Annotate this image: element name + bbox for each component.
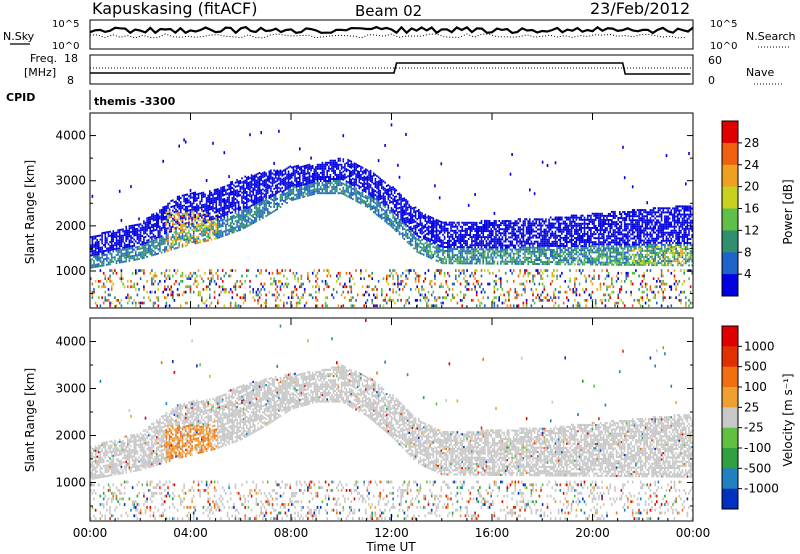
colorbar-tick-label: 500 (744, 360, 767, 374)
colorbar-swatch (722, 387, 738, 408)
x-tick-label: 16:00 (475, 526, 510, 540)
freq-tick-top: 18 (64, 52, 78, 65)
nave-tick-top: 60 (708, 54, 722, 67)
velocity-heatmap (90, 318, 693, 520)
y-tick-label: 4000 (55, 129, 86, 143)
nave-tick-bottom: 0 (708, 74, 715, 87)
power-panel: 1000 2000 3000 4000 Slant Range [km] 28 24 20… (23, 112, 795, 309)
nsearch-label: N.Search (746, 30, 796, 43)
power-y-label: Slant Range [km] (23, 160, 37, 264)
colorbar-swatch (722, 208, 738, 231)
colorbar-tick-label: 20 (744, 180, 759, 194)
x-tick-label: 20:00 (575, 526, 610, 540)
power-y-axis: 1000 2000 3000 4000 (55, 129, 693, 295)
nsky-tick-bottom: 10^0 (52, 41, 79, 52)
cpid-value: themis -3300 (94, 95, 176, 108)
power-heatmap (90, 123, 693, 308)
power-colorbar: 28 24 20 16 12 8 4 (721, 120, 759, 297)
colorbar-tick-label: 100 (744, 380, 767, 394)
colorbar-swatch (722, 366, 738, 388)
nsky-label: N.Sky (3, 30, 35, 43)
colorbar-tick-label: 1000 (744, 339, 775, 353)
colorbar-tick-label: 25 (744, 400, 759, 414)
colorbar-swatch (722, 488, 738, 510)
colorbar-tick-label: -500 (744, 461, 771, 475)
freq-trace (90, 62, 691, 75)
y-tick-label: 1000 (55, 475, 86, 489)
colorbar-swatch (722, 468, 738, 490)
x-tick-label: 00:00 (73, 526, 108, 540)
y-tick-label: 3000 (55, 381, 86, 395)
colorbar-tick-label: 28 (744, 136, 759, 150)
colorbar-swatch (722, 448, 738, 469)
colorbar-tick-label: 8 (744, 245, 752, 259)
colorbar-swatch (722, 186, 738, 209)
colorbar-tick-label: -1000 (744, 482, 779, 496)
station-title: Kapuskasing (fitACF) (92, 0, 257, 18)
colorbar-swatch (722, 121, 738, 144)
nsky-trace (89, 25, 694, 35)
cpid-label: CPID (6, 91, 35, 104)
colorbar-tick-label: 12 (744, 223, 759, 237)
nave-label: Nave (746, 66, 774, 79)
colorbar-tick-label: 4 (744, 267, 752, 281)
date-title: 23/Feb/2012 (590, 0, 690, 18)
freq-panel: Freq. [MHz] 18 8 60 0 Nave (24, 52, 782, 87)
freq-label: Freq. (30, 52, 57, 65)
y-tick-label: 3000 (55, 174, 86, 188)
velocity-panel: 1000 2000 3000 4000 Slant Range [km] 1000 50… (23, 317, 795, 522)
power-colorbar-label: Power [dB] (781, 179, 795, 244)
y-tick-label: 2000 (55, 428, 86, 442)
colorbar-swatch (722, 407, 738, 429)
x-tick-label: 00:00 (676, 526, 711, 540)
colorbar-swatch (722, 326, 738, 347)
colorbar-tick-label: 24 (744, 158, 759, 172)
x-tick-label: 08:00 (274, 526, 309, 540)
colorbar-swatch (722, 427, 738, 449)
x-axis-label: Time UT (365, 540, 416, 554)
y-tick-label: 1000 (55, 264, 86, 278)
nsearch-trace (89, 33, 686, 39)
nsearch-tick-top: 10^5 (710, 19, 737, 30)
x-tick-label: 04:00 (173, 526, 208, 540)
colorbar-swatch (722, 164, 738, 188)
colorbar-swatch (722, 230, 738, 253)
x-tick-label: 12:00 (374, 526, 409, 540)
time-x-axis: 00:00 04:00 08:00 12:00 16:00 20:00 00:00 (73, 113, 711, 540)
velocity-colorbar: 1000 500 100 25 -25 -100 -500 -1000 (721, 325, 779, 510)
y-tick-label: 2000 (55, 219, 86, 233)
nsearch-tick-bottom: 10^0 (710, 41, 737, 52)
freq-tick-bottom: 8 (67, 74, 74, 87)
velocity-y-label: Slant Range [km] (23, 368, 37, 472)
colorbar-swatch (722, 142, 738, 166)
y-tick-label: 4000 (55, 334, 86, 348)
velocity-colorbar-label: Velocity [m s⁻¹] (781, 373, 795, 466)
nsky-panel: N.Sky 10^5 10^0 10^5 10^0 N.Search (3, 19, 796, 52)
freq-unit-label: [MHz] (24, 66, 56, 79)
colorbar-tick-label: -100 (744, 441, 771, 455)
colorbar-swatch (722, 274, 738, 297)
colorbar-tick-label: 16 (744, 202, 759, 216)
colorbar-swatch (722, 252, 738, 275)
colorbar-tick-label: -25 (744, 421, 764, 435)
colorbar-swatch (722, 346, 738, 368)
beam-title: Beam 02 (355, 2, 422, 20)
velocity-y-axis: 1000 2000 3000 4000 (55, 334, 693, 507)
nsky-tick-top: 10^5 (52, 19, 79, 30)
